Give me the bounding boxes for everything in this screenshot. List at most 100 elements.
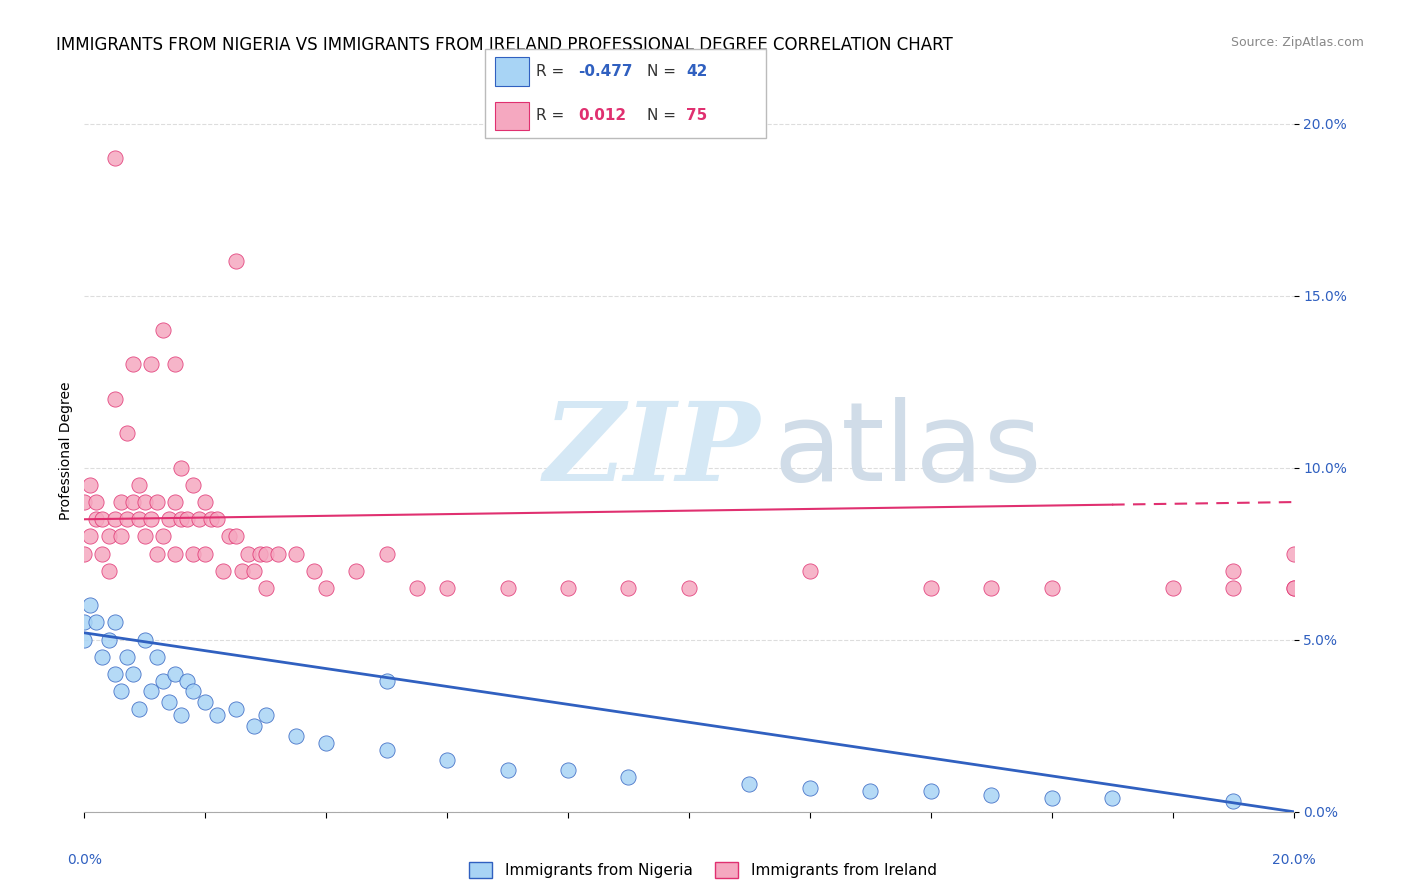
Point: [146, 547, 169, 561]
Point: [104, 615, 127, 630]
Point: [73, 547, 96, 561]
Point: [980, 788, 1002, 802]
Point: [285, 729, 308, 743]
Point: [73, 615, 96, 630]
Point: [115, 649, 138, 664]
Point: [225, 529, 247, 543]
Point: [104, 512, 127, 526]
Point: [231, 564, 253, 578]
Point: [242, 719, 264, 733]
Text: Source: ZipAtlas.com: Source: ZipAtlas.com: [1230, 36, 1364, 49]
Point: [1222, 564, 1244, 578]
Point: [194, 495, 217, 509]
Point: [302, 564, 325, 578]
Point: [128, 701, 150, 715]
Point: [79, 478, 101, 492]
Point: [980, 581, 1002, 595]
Point: [920, 784, 942, 798]
Point: [128, 478, 150, 492]
Point: [254, 581, 277, 595]
Point: [104, 151, 127, 165]
Text: 20.0%: 20.0%: [1271, 853, 1316, 867]
Point: [152, 673, 174, 688]
Legend: Immigrants from Nigeria, Immigrants from Ireland: Immigrants from Nigeria, Immigrants from…: [464, 856, 942, 884]
Text: R =: R =: [536, 109, 569, 123]
Point: [152, 323, 174, 337]
Point: [236, 547, 259, 561]
Point: [134, 632, 156, 647]
Point: [225, 701, 247, 715]
Point: [170, 460, 193, 475]
Point: [146, 649, 169, 664]
Point: [315, 581, 337, 595]
Point: [617, 581, 640, 595]
Point: [181, 684, 204, 698]
Point: [152, 529, 174, 543]
Point: [165, 495, 187, 509]
Point: [86, 512, 108, 526]
Point: [200, 512, 222, 526]
Point: [79, 529, 101, 543]
Point: [110, 684, 132, 698]
Point: [139, 684, 162, 698]
Point: [110, 495, 132, 509]
Point: [496, 764, 519, 778]
Point: [188, 512, 211, 526]
Point: [496, 581, 519, 595]
Point: [315, 736, 337, 750]
Point: [86, 495, 108, 509]
Point: [1282, 547, 1305, 561]
Point: [115, 426, 138, 441]
Text: 42: 42: [686, 64, 707, 78]
Point: [859, 784, 882, 798]
Point: [165, 547, 187, 561]
Point: [218, 529, 240, 543]
Point: [346, 564, 368, 578]
Point: [97, 564, 120, 578]
Point: [194, 695, 217, 709]
Point: [920, 581, 942, 595]
Point: [1101, 791, 1123, 805]
Point: [79, 599, 101, 613]
Point: [436, 581, 458, 595]
Point: [406, 581, 429, 595]
Point: [738, 777, 761, 791]
Point: [1222, 581, 1244, 595]
Point: [104, 667, 127, 681]
Point: [1282, 581, 1305, 595]
Point: [97, 632, 120, 647]
Point: [170, 708, 193, 723]
Point: [97, 529, 120, 543]
Point: [165, 667, 187, 681]
Point: [254, 547, 277, 561]
Point: [557, 764, 579, 778]
Point: [110, 529, 132, 543]
Point: [73, 495, 96, 509]
Point: [799, 780, 821, 795]
Point: [1222, 794, 1244, 808]
Point: [134, 529, 156, 543]
Point: [157, 695, 180, 709]
Point: [176, 512, 198, 526]
Point: [176, 673, 198, 688]
Point: [375, 743, 398, 757]
Text: -0.477: -0.477: [578, 64, 633, 78]
Point: [91, 649, 114, 664]
Point: [73, 632, 96, 647]
Point: [91, 547, 114, 561]
Point: [254, 708, 277, 723]
Point: [799, 564, 821, 578]
Point: [1040, 581, 1063, 595]
Point: [617, 770, 640, 784]
Text: N =: N =: [647, 109, 681, 123]
Point: [91, 512, 114, 526]
Point: [181, 478, 204, 492]
Text: IMMIGRANTS FROM NIGERIA VS IMMIGRANTS FROM IRELAND PROFESSIONAL DEGREE CORRELATI: IMMIGRANTS FROM NIGERIA VS IMMIGRANTS FR…: [56, 36, 953, 54]
Point: [146, 495, 169, 509]
Point: [1040, 791, 1063, 805]
Point: [134, 495, 156, 509]
Text: 75: 75: [686, 109, 707, 123]
Text: ZIP: ZIP: [544, 397, 761, 504]
Point: [104, 392, 127, 406]
Point: [121, 495, 143, 509]
